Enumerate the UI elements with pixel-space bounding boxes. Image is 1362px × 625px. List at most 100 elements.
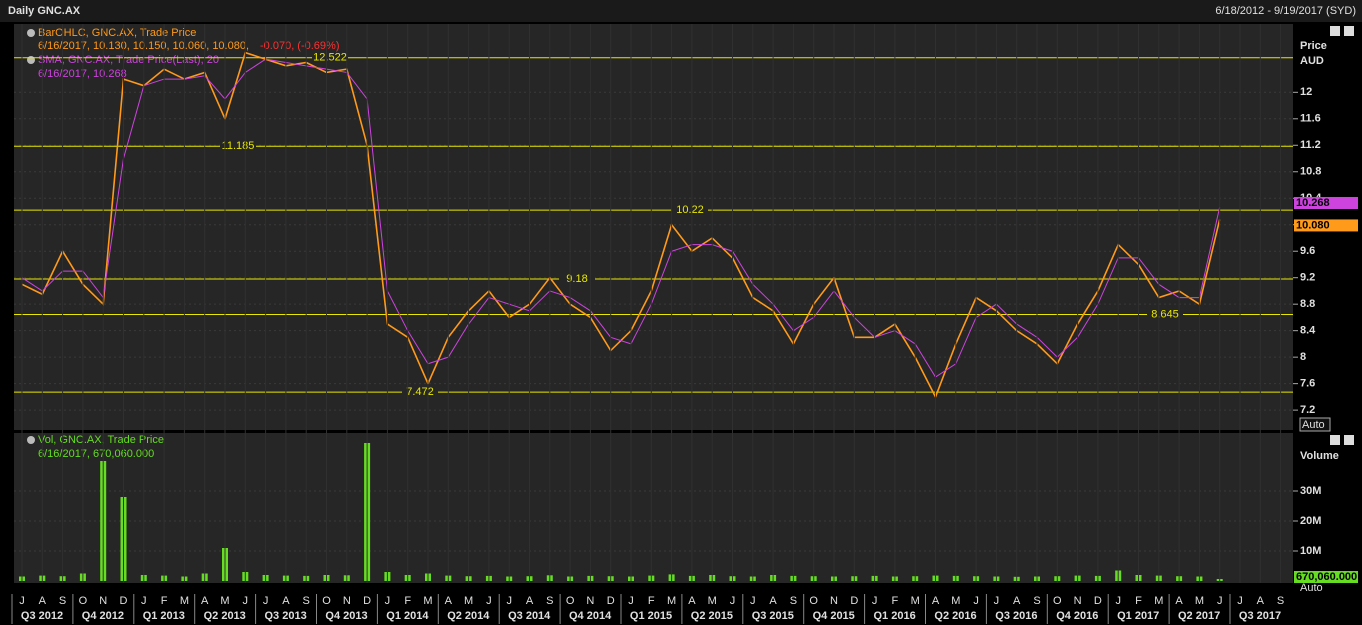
x-tick-label: O — [1053, 595, 1062, 607]
level-label-bg — [672, 204, 708, 217]
x-tick-label: S — [1277, 595, 1284, 607]
level-label-bg — [312, 51, 348, 64]
x-tick-label: S — [303, 595, 310, 607]
x-tick-label: A — [445, 595, 453, 607]
x-tick-label: O — [566, 595, 575, 607]
quarter-label: Q1 2013 — [143, 610, 185, 622]
x-tick-label: N — [343, 595, 351, 607]
x-tick-label: A — [282, 595, 290, 607]
x-tick-label: O — [322, 595, 331, 607]
quarter-label: Q2 2016 — [934, 610, 976, 622]
legend-name: SMA, GNC.AX, Trade Price(Last), 20 — [38, 54, 219, 66]
y-tick-label: 8.4 — [1300, 325, 1316, 337]
panel-buttons[interactable] — [1330, 26, 1354, 445]
x-tick-label: J — [263, 595, 269, 607]
last-value-label: 10.080 — [1296, 219, 1330, 231]
x-tick-label: O — [809, 595, 818, 607]
x-tick-label: J — [1115, 595, 1121, 607]
legend-change: -0.070, (-0.69%) — [260, 40, 339, 52]
quarter-label: Q4 2013 — [325, 610, 367, 622]
last-value-label: 10.268 — [1296, 197, 1330, 209]
y-tick-label: 7.2 — [1300, 404, 1315, 416]
x-tick-label: N — [1074, 595, 1082, 607]
level-label: 11.185 — [222, 140, 255, 152]
x-tick-label: J — [750, 595, 756, 607]
x-tick-label: S — [59, 595, 66, 607]
x-tick-label: A — [1175, 595, 1183, 607]
quarter-label: Q3 2012 — [21, 610, 63, 622]
quarter-label: Q3 2013 — [264, 610, 306, 622]
x-tick-label: A — [39, 595, 47, 607]
x-tick-label: J — [872, 595, 878, 607]
quarter-label: Q4 2016 — [1056, 610, 1098, 622]
x-tick-label: F — [892, 595, 899, 607]
maximize-button[interactable] — [1330, 26, 1340, 36]
x-tick-label: S — [790, 595, 797, 607]
x-tick-label: A — [1013, 595, 1021, 607]
x-tick-label: N — [586, 595, 594, 607]
x-tick-label: M — [423, 595, 432, 607]
x-tick-label: F — [404, 595, 411, 607]
x-tick-label: A — [688, 595, 696, 607]
y-tick-label: 10M — [1300, 545, 1321, 557]
x-tick-label: A — [769, 595, 777, 607]
scale-mode[interactable]: Auto — [1300, 582, 1323, 594]
quarter-label: Q1 2015 — [630, 610, 672, 622]
y-tick-label: 30M — [1300, 485, 1321, 497]
x-tick-label: F — [161, 595, 168, 607]
maximize-button[interactable] — [1330, 435, 1340, 445]
x-tick-label: M — [220, 595, 229, 607]
x-tick-label: J — [243, 595, 249, 607]
x-tick-label: J — [506, 595, 512, 607]
x-tick-label: A — [932, 595, 940, 607]
x-tick-label: M — [951, 595, 960, 607]
y-axis-title: Price — [1300, 40, 1327, 52]
scale-mode[interactable]: Auto — [1302, 419, 1325, 431]
close-button[interactable] — [1344, 26, 1354, 36]
y-axis-title: Volume — [1300, 450, 1339, 462]
x-tick-label: M — [708, 595, 717, 607]
x-tick-label: D — [850, 595, 858, 607]
legend-icon[interactable] — [27, 56, 35, 64]
y-tick-label: 9.6 — [1300, 245, 1315, 257]
y-tick-label: 7.6 — [1300, 378, 1315, 390]
y-tick-label: 20M — [1300, 515, 1321, 527]
last-value-tag — [1294, 570, 1358, 583]
x-tick-label: S — [546, 595, 553, 607]
title-bar — [0, 0, 1362, 22]
close-button[interactable] — [1344, 435, 1354, 445]
x-tick-label: J — [486, 595, 492, 607]
quarter-label: Q2 2013 — [204, 610, 246, 622]
x-tick-label: O — [79, 595, 88, 607]
scale-button[interactable] — [1299, 417, 1331, 432]
price-panel — [14, 24, 1293, 430]
y-tick-label: 9.2 — [1300, 272, 1315, 284]
x-tick-label: N — [99, 595, 107, 607]
quarter-label: Q1 2016 — [873, 610, 915, 622]
sma-line — [21, 58, 1221, 378]
y-tick-label: 8 — [1300, 351, 1306, 363]
level-label: 9.18 — [566, 273, 587, 285]
x-tick-label: J — [628, 595, 634, 607]
x-tick-label: N — [830, 595, 838, 607]
x-tick-label: J — [141, 595, 147, 607]
legend-icon[interactable] — [27, 436, 35, 444]
quarter-label: Q1 2014 — [386, 610, 429, 622]
y-tick-label: 12 — [1300, 86, 1312, 98]
x-tick-label: J — [730, 595, 736, 607]
quarter-label: Q1 2017 — [1117, 610, 1159, 622]
quarter-label: Q4 2014 — [569, 610, 612, 622]
legend-name: Vol, GNC.AX, Trade Price — [38, 434, 164, 446]
legend-icon[interactable] — [27, 29, 35, 37]
y-tick-label: 10.8 — [1300, 166, 1321, 178]
x-tick-label: J — [1237, 595, 1243, 607]
chart-title: Daily GNC.AX — [8, 5, 81, 17]
x-tick-label: J — [19, 595, 25, 607]
quarter-label: Q2 2014 — [447, 610, 490, 622]
x-tick-label: D — [363, 595, 371, 607]
level-label-bg — [559, 273, 595, 286]
x-tick-label: F — [648, 595, 655, 607]
x-tick-label: M — [1195, 595, 1204, 607]
x-tick-label: D — [120, 595, 128, 607]
